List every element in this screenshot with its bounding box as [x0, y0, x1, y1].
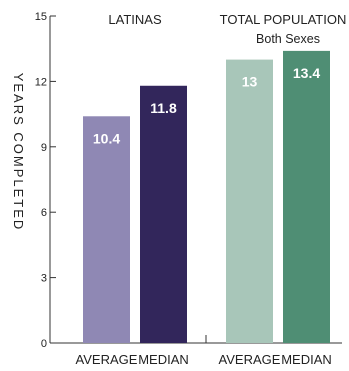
bar-0-1	[140, 86, 187, 343]
y-ticks: 0 3 6 9 12 15	[35, 11, 56, 350]
data-label-0-0: 10.4	[93, 130, 120, 146]
y-axis: 0 3 6 9 12 15	[35, 11, 56, 350]
y-tick-label-3: 3	[41, 273, 47, 285]
y-tick-label-6: 6	[41, 207, 47, 219]
y-tick-label-9: 9	[41, 142, 47, 154]
category-label-0-1: MEDIAN	[138, 352, 189, 367]
group-label-0: LATINAS	[108, 12, 162, 27]
data-label-1-1: 13.4	[293, 65, 320, 81]
y-tick-label-12: 12	[35, 76, 47, 88]
category-labels: AVERAGE MEDIAN AVERAGE MEDIAN	[76, 352, 332, 367]
y-axis-label: YEARS COMPLETED	[11, 73, 26, 232]
category-label-0-0: AVERAGE	[76, 352, 138, 367]
category-label-1-1: MEDIAN	[281, 352, 332, 367]
data-label-0-1: 11.8	[150, 100, 177, 116]
category-label-1-0: AVERAGE	[219, 352, 281, 367]
bars: 10.4 11.8 13 13.4	[83, 51, 330, 343]
group-labels: LATINAS TOTAL POPULATION Both Sexes	[108, 12, 346, 46]
bar-1-1	[283, 51, 330, 343]
group-label-1: TOTAL POPULATION	[220, 12, 347, 27]
bar-0-0	[83, 116, 130, 343]
data-label-1-0: 13	[242, 74, 258, 90]
group-sublabel-1: Both Sexes	[256, 32, 320, 46]
bar-1-0	[226, 60, 273, 343]
y-tick-label-0: 0	[41, 338, 47, 350]
y-tick-label-15: 15	[35, 11, 47, 23]
